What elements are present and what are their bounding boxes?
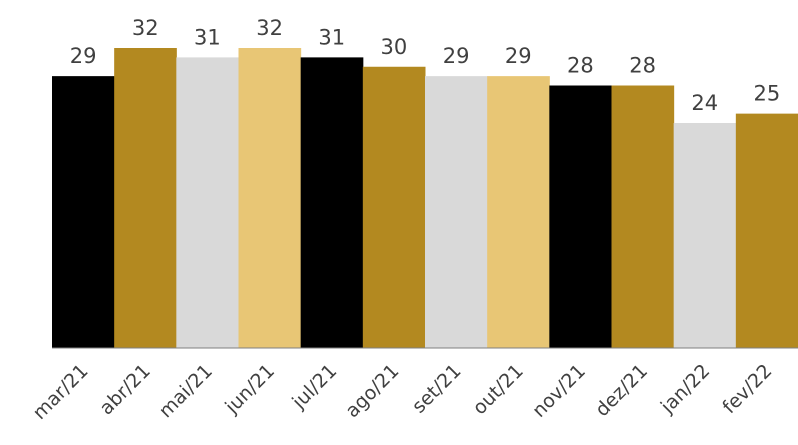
value-label-mar-21: 29 [70, 44, 97, 68]
x-tick-label-jun-21: jun/21 [220, 360, 279, 419]
x-tick-label-fev-22: fev/22 [718, 360, 776, 418]
value-label-jun-21: 32 [256, 16, 283, 40]
x-tick-label-jul-21: jul/21 [287, 360, 341, 414]
x-tick-label-abr-21: abr/21 [95, 360, 154, 419]
x-tick-labels-layer: mar/21 abr/21 mai/21 jun/21 jul/21 ago/21 set/… [29, 360, 777, 424]
bar-out-21 [487, 76, 550, 349]
bar-mar-21 [52, 76, 115, 349]
value-label-jan-22: 24 [691, 91, 718, 115]
bar-nov-21 [549, 85, 612, 348]
value-label-abr-21: 32 [132, 16, 159, 40]
value-label-set-21: 29 [443, 44, 470, 68]
bar-abr-21 [114, 48, 177, 348]
x-tick-label-mai-21: mai/21 [155, 360, 217, 422]
x-tick-label-mar-21: mar/21 [29, 360, 93, 424]
bar-jul-21 [300, 57, 364, 349]
bar-jan-22 [673, 123, 737, 348]
value-label-nov-21: 28 [567, 54, 594, 78]
x-tick-label-nov-21: nov/21 [528, 360, 590, 422]
value-labels-layer: 29 32 31 32 31 30 29 29 28 28 24 25 [70, 16, 781, 115]
bar-set-21 [425, 76, 488, 349]
value-label-mai-21: 31 [194, 25, 221, 49]
bars-layer [52, 48, 798, 349]
x-tick-label-out-21: out/21 [469, 360, 528, 419]
bar-ago-21 [362, 66, 426, 348]
x-tick-label-dez-21: dez/21 [591, 360, 652, 421]
x-tick-label-ago-21: ago/21 [341, 360, 403, 422]
bar-mai-21 [176, 57, 239, 349]
bar-jun-21 [238, 48, 302, 348]
bar-fev-22 [735, 113, 798, 349]
value-label-ago-21: 30 [381, 35, 408, 59]
x-tick-label-set-21: set/21 [408, 360, 466, 418]
value-label-out-21: 29 [505, 44, 532, 68]
x-tick-label-jan-22: jan/22 [656, 360, 714, 418]
value-label-jul-21: 31 [318, 25, 345, 49]
bar-dez-21 [611, 85, 675, 348]
value-label-dez-21: 28 [629, 54, 656, 78]
value-label-fev-22: 25 [754, 82, 781, 106]
